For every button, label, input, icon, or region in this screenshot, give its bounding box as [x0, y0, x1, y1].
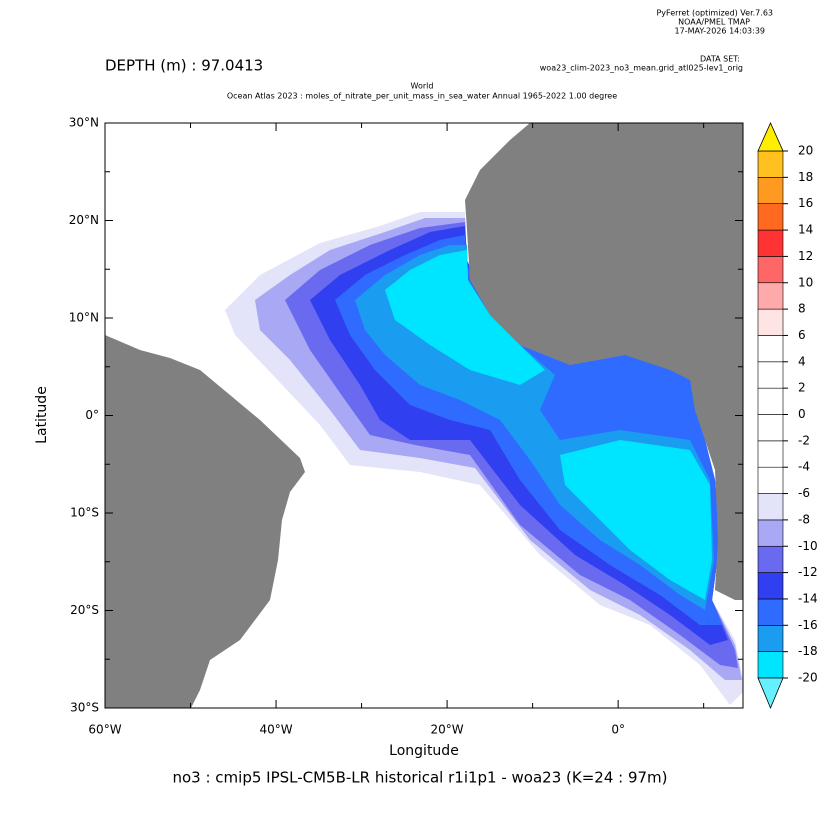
colorbar-label: -6 — [798, 486, 810, 500]
y-tick-label: 10°N — [69, 311, 99, 325]
colorbar-label: 12 — [798, 249, 813, 263]
software: PyFerret (optimized) Ver.7.63 — [656, 9, 773, 18]
colorbar-band — [757, 335, 784, 363]
colorbar-band — [757, 572, 784, 600]
x-axis-label: Longitude — [389, 743, 459, 759]
colorbar-band — [757, 466, 784, 494]
colorbar-band — [757, 387, 784, 415]
colorbar-label: -12 — [798, 565, 818, 579]
colorbar-label: 0 — [798, 407, 806, 421]
y-tick-label: 10°S — [70, 506, 99, 520]
colorbar-band — [757, 256, 784, 284]
colorbar-band — [757, 203, 784, 231]
colorbar-band — [757, 414, 784, 442]
timestamp: 17-MAY-2026 14:03:39 — [675, 27, 765, 36]
colorbar-label: 2 — [798, 381, 806, 395]
footer: no3 : cmip5 IPSL-CM5B-LR historical r1i1… — [172, 769, 667, 787]
colorbar-over — [757, 122, 784, 152]
colorbar-label: 6 — [798, 328, 806, 342]
land — [105, 335, 305, 708]
y-tick-label: 20°S — [70, 603, 99, 617]
colorbar-label: 14 — [798, 223, 813, 237]
x-tick-label: 0° — [611, 723, 625, 737]
colorbar-band — [757, 440, 784, 468]
depth: DEPTH (m) : 97.0413 — [105, 57, 263, 75]
dataset: woa23_clim-2023_no3_mean.grid_atl025-lev… — [540, 64, 743, 73]
y-tick-label: 30°S — [70, 701, 99, 715]
y-tick-label: 0° — [85, 408, 99, 422]
colorbar-label: -14 — [798, 591, 818, 605]
colorbar-band — [757, 150, 784, 178]
colorbar-label: -8 — [798, 512, 810, 526]
colorbar-label: 4 — [798, 354, 806, 368]
organization: NOAA/PMEL TMAP — [678, 18, 750, 27]
title-line1: World — [411, 82, 434, 91]
ocean-field — [385, 250, 545, 385]
colorbar-label: -10 — [798, 539, 818, 553]
colorbar-band — [757, 651, 784, 679]
colorbar-band — [757, 624, 784, 652]
colorbar-label: -4 — [798, 460, 810, 474]
colorbar-label: 8 — [798, 302, 806, 316]
y-axis-label: Latitude — [34, 386, 50, 444]
colorbar-band — [757, 545, 784, 573]
colorbar-band — [757, 177, 784, 205]
colorbar-label: -18 — [798, 644, 818, 658]
colorbar-band — [757, 229, 784, 257]
map — [104, 122, 744, 709]
colorbar-band — [757, 493, 784, 521]
colorbar-label: 10 — [798, 275, 813, 289]
x-tick-label: 20°W — [431, 723, 464, 737]
colorbar-label: -2 — [798, 433, 810, 447]
colorbar-band — [757, 308, 784, 336]
colorbar-band — [757, 282, 784, 310]
dataset-label: DATA SET: — [700, 55, 740, 64]
land — [465, 123, 743, 600]
x-tick-label: 60°W — [88, 723, 121, 737]
colorbar-label: 18 — [798, 170, 813, 184]
colorbar-label: 16 — [798, 196, 813, 210]
y-tick-label: 20°N — [69, 213, 99, 227]
colorbar-band — [757, 361, 784, 389]
y-tick-label: 30°N — [69, 116, 99, 130]
colorbar-band — [757, 598, 784, 626]
colorbar-band — [757, 519, 784, 547]
x-tick-label: 40°W — [259, 723, 292, 737]
title-line2: Ocean Atlas 2023 : moles_of_nitrate_per_… — [227, 92, 617, 101]
colorbar-label: -20 — [798, 671, 818, 685]
colorbar-label: 20 — [798, 144, 813, 158]
colorbar-under — [757, 677, 784, 710]
ocean-field — [560, 440, 712, 600]
colorbar-label: -16 — [798, 618, 818, 632]
